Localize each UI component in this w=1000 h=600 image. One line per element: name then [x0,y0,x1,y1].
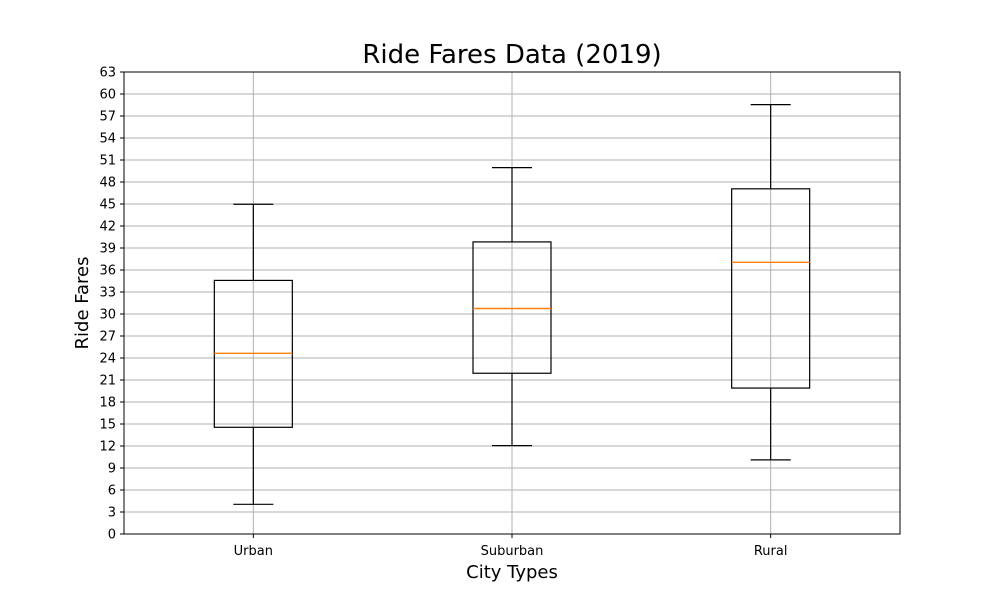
y-tick-label: 12 [99,440,116,455]
y-tick-label: 3 [108,506,116,521]
y-tick-label: 45 [99,198,116,213]
box-plot-suburban [472,167,552,447]
y-tick-label: 6 [108,484,116,499]
y-tick-label: 0 [108,528,116,543]
y-tick-label: 63 [99,66,116,81]
y-tick-label: 30 [99,308,116,323]
y-tick-label: 24 [99,352,116,367]
y-tick-label: 39 [99,242,116,257]
y-tick-label: 33 [99,286,116,301]
box-plots [213,104,811,505]
x-tick-label: Suburban [481,544,544,559]
y-tick-label: 15 [99,418,116,433]
y-tick-label: 60 [99,88,116,103]
y-tick-label: 51 [99,154,116,169]
iqr-box [731,188,811,389]
x-axis-ticks: Urban Suburban Rural [234,534,788,559]
y-tick-label: 57 [99,110,116,125]
y-tick-label: 42 [99,220,116,235]
y-tick-label: 18 [99,396,116,411]
y-tick-label: 48 [99,176,116,191]
iqr-box [472,241,552,374]
x-tick-label: Rural [754,544,788,559]
y-axis-label: Ride Fares [72,257,93,350]
y-tick-label: 27 [99,330,116,345]
y-tick-label: 9 [108,462,116,477]
chart-title: Ride Fares Data (2019) [362,40,661,70]
box-plot-urban [213,203,293,505]
y-tick-label: 54 [99,132,116,147]
x-tick-label: Urban [234,544,273,559]
grid-lines [124,71,900,535]
x-axis-label: City Types [466,562,558,583]
y-tick-label: 36 [99,264,116,279]
y-tick-label: 21 [99,374,116,389]
box-plot-rural [731,104,811,461]
